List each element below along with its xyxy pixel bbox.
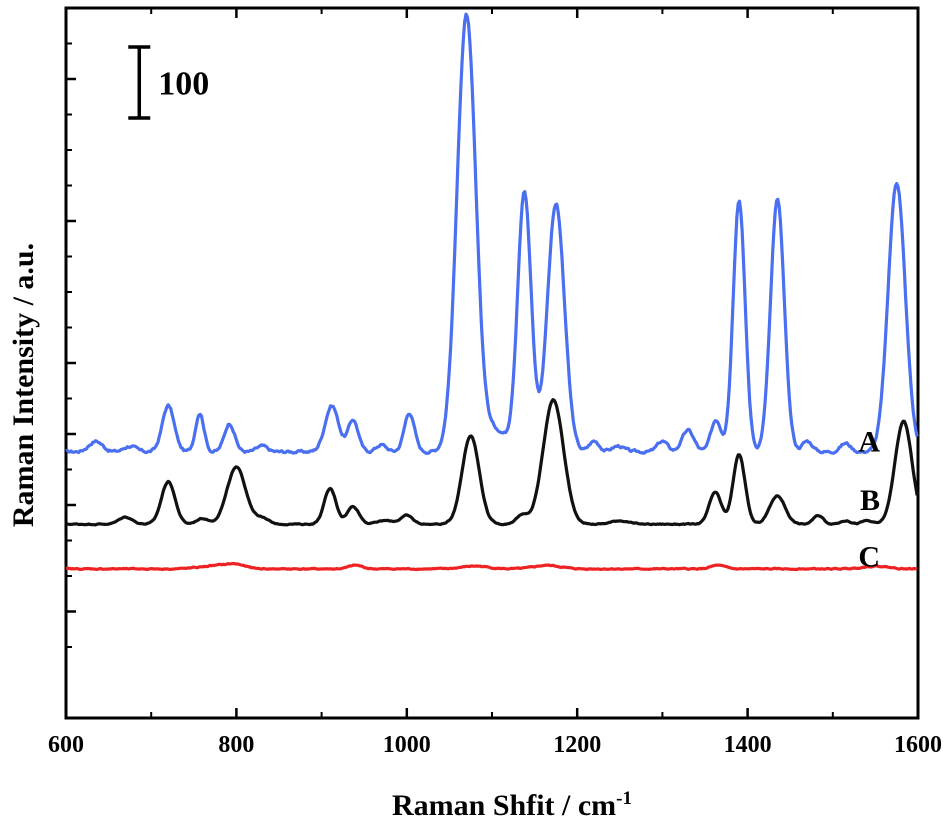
x-tick-label: 1400: [724, 732, 772, 758]
x-axis-title: Raman Shfit / cm-1: [392, 788, 632, 822]
y-axis-title: Raman Intensity / a.u.: [7, 243, 40, 527]
x-tick-label: 600: [48, 732, 84, 758]
series-label-b: B: [860, 484, 880, 517]
x-tick-label: 1000: [383, 732, 431, 758]
scale-bar-label: 100: [158, 66, 209, 103]
x-axis-title-superscript: -1: [616, 788, 632, 809]
x-tick-label: 1600: [894, 732, 942, 758]
series-labels: ABC: [858, 426, 880, 574]
x-tick-label: 800: [218, 732, 254, 758]
plot-border: [64, 6, 920, 720]
intensity-scale-bar: 100: [128, 45, 209, 120]
plot-frame: [64, 6, 920, 720]
series-label-c: C: [858, 541, 880, 574]
axis-ticks: 600 800 1000 1200 1400 1600: [48, 8, 942, 758]
series-line-b: [65, 398, 919, 527]
series-lines: [65, 12, 919, 572]
series-line-c: [65, 561, 918, 572]
x-tick-label: 1200: [553, 732, 601, 758]
series-label-a: A: [858, 426, 880, 459]
series-line-a: [65, 12, 919, 455]
